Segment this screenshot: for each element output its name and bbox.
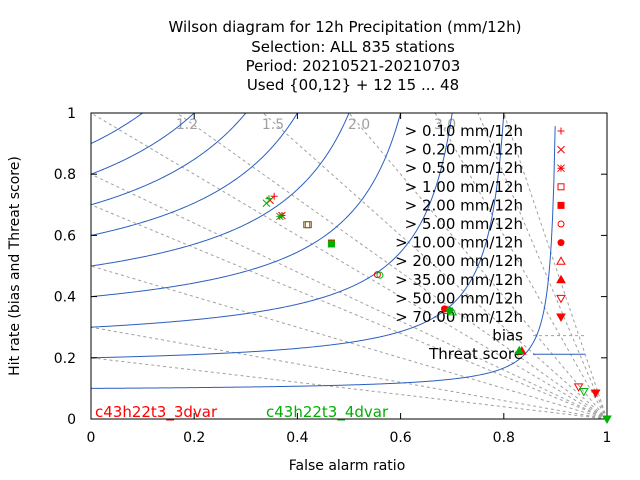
legend-label: > 0.50 mm/12h bbox=[405, 159, 523, 177]
data-point bbox=[373, 271, 381, 279]
y-tick-label: 1 bbox=[67, 106, 76, 122]
threat-score-line bbox=[91, 113, 298, 236]
threat-score-line bbox=[91, 113, 402, 298]
bias-line bbox=[91, 113, 607, 419]
threat-score-lines bbox=[91, 113, 556, 389]
legend-label: > 1.00 mm/12h bbox=[405, 178, 523, 196]
legend-marker bbox=[557, 164, 565, 173]
legend-marker bbox=[557, 145, 565, 154]
threat-score-line bbox=[91, 113, 453, 328]
data-point bbox=[602, 415, 612, 425]
threat-score-line bbox=[91, 113, 195, 175]
data-point bbox=[303, 221, 311, 229]
legend-label: > 20.00 mm/12h bbox=[395, 252, 523, 270]
axis-ticks: 0 0.2 0.4 0.6 0.8 1 0 0.2 0.4 0.6 0.8 1 bbox=[54, 106, 612, 446]
y-tick-label: 0.2 bbox=[54, 351, 76, 367]
title-line-2: Selection: ALL 835 stations bbox=[251, 38, 455, 56]
bias-line-label: 1.5 bbox=[262, 117, 284, 133]
bias-line bbox=[176, 113, 607, 419]
legend-label: > 50.00 mm/12h bbox=[395, 289, 523, 307]
threat-score-line bbox=[91, 113, 247, 206]
legend-label: > 35.00 mm/12h bbox=[395, 271, 523, 289]
chart-title: Wilson diagram for 12h Precipitation (mm… bbox=[168, 18, 521, 94]
bias-line bbox=[91, 357, 607, 419]
title-line-3: Period: 20210521-20210703 bbox=[246, 57, 461, 75]
y-axis-label: Hit rate (bias and Threat score) bbox=[7, 156, 23, 376]
data-point bbox=[447, 306, 458, 316]
data-point bbox=[578, 387, 589, 397]
legend-marker bbox=[557, 201, 565, 209]
legend-label: > 70.00 mm/12h bbox=[395, 308, 523, 326]
data-point bbox=[304, 221, 312, 229]
data-point bbox=[327, 240, 335, 248]
data-point bbox=[276, 212, 284, 221]
y-tick-label: 0.4 bbox=[54, 290, 76, 306]
bias-line bbox=[91, 173, 607, 419]
threat-score-line bbox=[91, 113, 144, 145]
legend-marker bbox=[556, 274, 566, 284]
bias-line bbox=[91, 204, 607, 419]
legend-label: > 2.00 mm/12h bbox=[405, 196, 523, 214]
legend-marker bbox=[556, 294, 566, 304]
data-point bbox=[376, 271, 384, 279]
bias-line-label: 2.0 bbox=[348, 117, 370, 133]
series-label-3dvar: c43h22t3_3dvar bbox=[95, 403, 218, 422]
legend-label: > 0.10 mm/12h bbox=[405, 122, 523, 140]
legend-label: > 10.00 mm/12h bbox=[395, 234, 523, 252]
y-tick-label: 0.6 bbox=[54, 228, 76, 244]
x-tick-label: 1 bbox=[603, 430, 612, 446]
x-tick-label: 0.4 bbox=[286, 430, 308, 446]
data-point bbox=[262, 199, 271, 208]
bias-line-label: 1.2 bbox=[176, 117, 198, 133]
data-point bbox=[514, 345, 525, 355]
x-tick-label: 0 bbox=[87, 430, 96, 446]
title-line-1: Wilson diagram for 12h Precipitation (mm… bbox=[168, 18, 521, 36]
legend-label: > 0.20 mm/12h bbox=[405, 141, 523, 159]
legend-bias-label: bias bbox=[492, 327, 523, 345]
bias-lines bbox=[91, 113, 607, 419]
legend-marker bbox=[556, 313, 566, 323]
data-point bbox=[590, 389, 601, 398]
y-tick-label: 0.8 bbox=[54, 167, 76, 183]
plot-frame bbox=[90, 112, 608, 420]
title-line-4: Used {00,12} + 12 15 ... 48 bbox=[247, 76, 459, 94]
threat-score-line bbox=[91, 113, 505, 359]
threat-score-line bbox=[91, 126, 556, 389]
data-points bbox=[262, 192, 612, 425]
data-point bbox=[278, 211, 286, 220]
legend: > 0.10 mm/12h> 0.20 mm/12h> 0.50 mm/12h>… bbox=[395, 122, 585, 363]
legend-marker bbox=[557, 220, 565, 228]
x-tick-label: 0.6 bbox=[389, 430, 411, 446]
data-point bbox=[270, 192, 278, 200]
x-tick-label: 0.2 bbox=[183, 430, 205, 446]
x-tick-label: 0.8 bbox=[493, 430, 515, 446]
legend-marker bbox=[557, 239, 565, 247]
y-tick-label: 0 bbox=[67, 412, 76, 428]
legend-marker bbox=[557, 127, 565, 135]
bias-line bbox=[434, 113, 607, 419]
legend-threat-label: Threat score bbox=[428, 345, 523, 363]
data-point bbox=[573, 383, 584, 392]
legend-marker bbox=[556, 256, 566, 265]
series-label-4dvar: c43h22t3_4dvar bbox=[266, 403, 389, 422]
x-axis-label: False alarm ratio bbox=[289, 458, 406, 474]
legend-marker bbox=[557, 183, 565, 191]
bias-line bbox=[262, 113, 607, 419]
legend-label: > 5.00 mm/12h bbox=[405, 215, 523, 233]
threat-score-line bbox=[91, 113, 350, 267]
